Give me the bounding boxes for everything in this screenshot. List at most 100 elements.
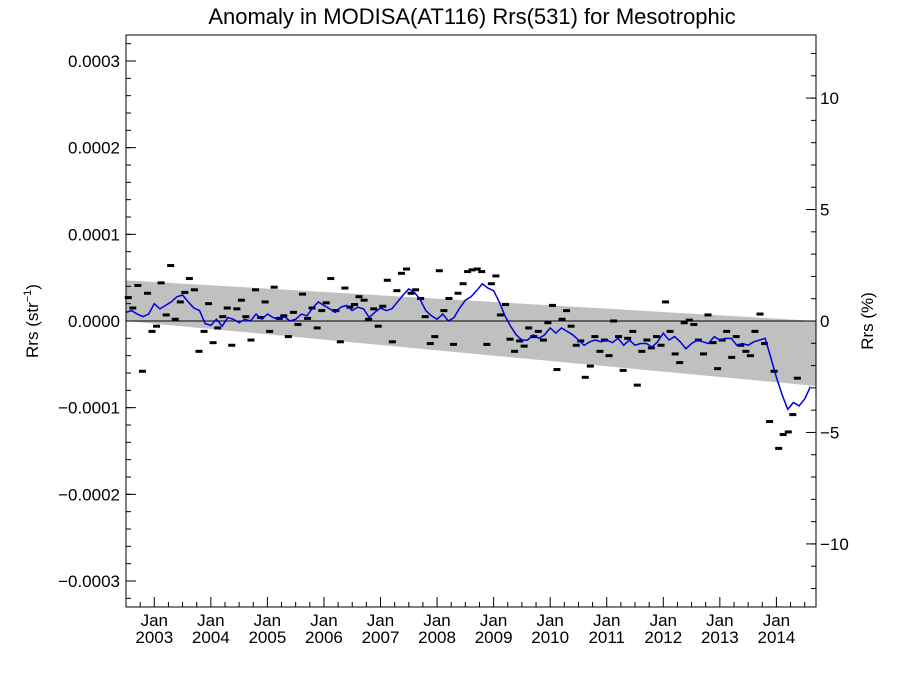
x-tick-month: Jan <box>197 611 224 630</box>
data-point <box>657 343 665 347</box>
data-point <box>742 349 750 353</box>
y-axis-label-left-close: ) <box>23 284 42 290</box>
data-point <box>502 303 509 307</box>
data-point <box>266 329 274 333</box>
data-point <box>775 446 783 450</box>
right-tick-label: 0 <box>820 312 829 331</box>
data-point <box>360 298 368 302</box>
data-point <box>171 317 179 321</box>
x-tick-year: 2014 <box>757 628 795 647</box>
data-point <box>237 298 245 302</box>
data-point <box>388 340 396 344</box>
data-point <box>445 296 453 300</box>
data-point <box>714 367 722 371</box>
data-point <box>393 289 401 293</box>
data-point <box>586 364 594 368</box>
data-point <box>685 318 693 322</box>
data-point <box>397 271 405 275</box>
data-point <box>426 342 434 346</box>
data-point <box>143 291 151 295</box>
data-point <box>294 322 302 326</box>
data-point <box>662 300 670 304</box>
data-point <box>728 355 736 359</box>
data-point <box>680 321 688 325</box>
data-point <box>412 288 420 292</box>
data-point <box>690 322 698 326</box>
data-point <box>374 324 382 328</box>
data-point <box>289 310 297 314</box>
data-point <box>440 309 448 313</box>
data-point <box>233 307 241 311</box>
data-point <box>709 341 717 345</box>
data-point <box>298 292 306 296</box>
data-point <box>779 433 787 437</box>
data-point <box>591 335 599 339</box>
data-point <box>567 324 575 328</box>
data-point <box>370 307 378 311</box>
trend-band <box>126 280 816 386</box>
left-axis: 0.0003 0.0002 0.0001 0.0000 −0.0001 −0.0002 −0… <box>58 43 136 599</box>
data-point <box>261 300 269 304</box>
data-point <box>544 321 552 325</box>
data-point <box>242 315 250 319</box>
data-point <box>190 288 198 292</box>
data-point <box>784 430 792 434</box>
data-point <box>318 309 326 313</box>
data-point <box>633 383 641 387</box>
left-tick-label: −0.0003 <box>58 572 120 591</box>
data-point <box>581 375 589 379</box>
data-point <box>379 304 387 308</box>
data-point <box>228 343 236 347</box>
data-point <box>304 316 312 320</box>
data-point <box>647 346 655 350</box>
left-tick-label: 0.0000 <box>68 312 120 331</box>
data-point <box>473 267 481 271</box>
data-point <box>365 317 373 321</box>
data-point <box>638 349 646 353</box>
left-tick-label: −0.0001 <box>58 399 120 418</box>
data-point <box>355 295 363 299</box>
x-tick-month: Jan <box>254 611 281 630</box>
data-point <box>732 335 740 339</box>
data-point <box>284 335 292 339</box>
data-point <box>195 349 203 353</box>
data-point <box>336 340 344 344</box>
data-point <box>478 270 486 274</box>
data-point <box>468 268 476 272</box>
data-point <box>619 368 627 372</box>
data-point <box>431 335 439 339</box>
right-tick-label: −10 <box>820 535 849 554</box>
data-point <box>761 342 769 346</box>
data-point <box>350 303 358 307</box>
x-tick-month: Jan <box>141 611 168 630</box>
data-point <box>176 300 184 304</box>
data-point <box>624 336 632 340</box>
data-point <box>516 339 524 343</box>
data-point <box>148 329 156 333</box>
data-point <box>605 354 613 358</box>
data-point <box>610 319 618 323</box>
data-point <box>511 349 519 353</box>
x-tick-year: 2009 <box>475 628 513 647</box>
data-point <box>643 338 651 342</box>
bottom-axis: Jan2003Jan2004Jan2005Jan2006Jan2007Jan20… <box>135 597 806 647</box>
data-points <box>124 264 801 450</box>
data-point <box>525 326 533 330</box>
data-point <box>403 267 411 271</box>
data-point <box>327 277 335 281</box>
data-point <box>157 281 165 285</box>
data-point <box>756 312 764 316</box>
x-tick-year: 2012 <box>644 628 682 647</box>
data-point <box>270 285 278 289</box>
data-point <box>766 420 774 424</box>
y-axis-label-left: Rrs (str−1) <box>22 284 42 358</box>
data-point <box>737 343 745 347</box>
data-point <box>530 335 538 339</box>
left-tick-label: 0.0001 <box>68 225 120 244</box>
data-point <box>421 315 429 319</box>
left-tick-label: 0.0003 <box>68 52 120 71</box>
right-axis: 10 5 0 −5 −10 <box>806 53 849 589</box>
x-tick-year: 2004 <box>192 628 230 647</box>
data-point <box>449 342 457 346</box>
data-point <box>185 277 193 281</box>
